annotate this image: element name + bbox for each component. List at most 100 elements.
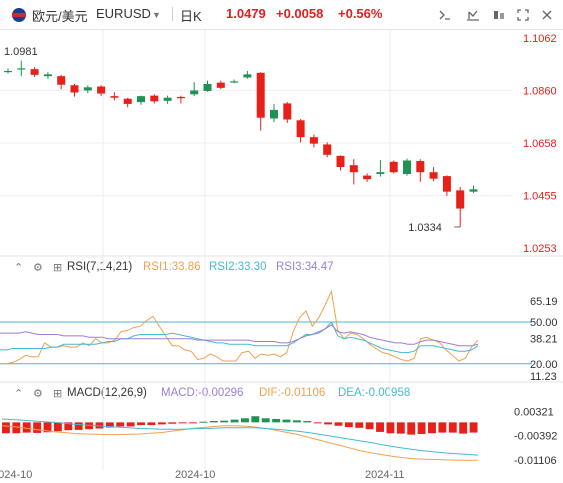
candle-body (30, 69, 39, 75)
macd-tick-label: 0.00321 (514, 406, 554, 418)
low-annotation: 1.0334 (408, 222, 442, 234)
toolbar-divider (172, 7, 173, 21)
candle-body (256, 72, 265, 118)
chevron-up-icon[interactable]: ⌃ (14, 262, 24, 274)
settings-icon[interactable] (491, 7, 507, 23)
macd-histogram-bar (168, 422, 177, 424)
macd-histogram-bar (105, 422, 114, 428)
macd-value: MACD:-0.00296 (161, 387, 244, 399)
rsi-tick-label: 11.23 (530, 371, 557, 383)
macd-histogram-bar (189, 422, 197, 424)
last-price: 1.0479 (226, 6, 266, 21)
indicator-icon[interactable] (437, 7, 453, 23)
macd-histogram-bar (116, 422, 125, 427)
candle-body (190, 90, 199, 95)
macd-histogram-bar (178, 422, 187, 424)
macd-histogram-bar (438, 422, 447, 433)
time-axis-label: 2024-11 (365, 469, 405, 481)
macd-tick-label: -0.00392 (514, 431, 557, 443)
candle-body (416, 161, 425, 173)
macd-histogram-bar (303, 421, 312, 423)
candle-body (469, 189, 478, 192)
price-change: +0.0058 (276, 6, 324, 21)
macd-histogram-bar (2, 422, 10, 434)
candle-body (216, 82, 225, 88)
macd-histogram-bar (85, 422, 94, 430)
candle-body (349, 165, 358, 173)
rsi-header: ⌃ ⚙ ⊞ RSI(7,14,21) RSI1:33.86 RSI2:33.30… (0, 259, 563, 277)
macd-histogram-bar (209, 421, 218, 423)
caret-down-icon[interactable]: ▼ (152, 10, 161, 20)
macd-histogram-bar (95, 422, 104, 429)
candle-body (110, 96, 119, 98)
macd-histogram-bar (459, 422, 468, 434)
rsi-tick-label: 50.00 (530, 317, 558, 329)
macd-histogram-bar (64, 422, 73, 431)
rsi2-value: RSI2:33.30 (209, 261, 267, 273)
macd-histogram-bar (355, 422, 364, 428)
candle-body (17, 68, 26, 70)
candle-body (123, 98, 132, 104)
candle-body (83, 87, 92, 91)
interval-selector[interactable]: 日K (180, 9, 202, 24)
macd-histogram-bar (313, 422, 322, 424)
candle-body (70, 85, 79, 93)
candle-body (309, 137, 318, 144)
candle-body (429, 172, 438, 179)
rsi-series-line (0, 289, 479, 365)
chevron-up-icon[interactable]: ⌃ (14, 388, 24, 400)
candle-body (43, 74, 52, 77)
macd-series-line (1, 418, 479, 456)
price-tick-label: 1.1062 (523, 33, 557, 45)
gear-icon[interactable]: ⚙ (33, 262, 43, 274)
close-icon[interactable] (539, 7, 555, 23)
macd-histogram-bar (33, 422, 42, 433)
macd-histogram-bar (147, 422, 156, 426)
macd-histogram-bar (126, 422, 135, 427)
fullscreen-icon[interactable] (515, 7, 531, 23)
high-annotation: 1.0981 (4, 46, 38, 58)
price-change-pct: +0.56% (338, 6, 383, 21)
macd-histogram-bar (282, 419, 291, 423)
macd-histogram-bar (199, 421, 208, 423)
macd-histogram-bar (53, 422, 62, 432)
macd-histogram-bar (376, 422, 384, 432)
candle-body (389, 161, 398, 173)
rsi-tick-label: 20.00 (530, 359, 558, 371)
price-tick-label: 1.0860 (523, 85, 557, 97)
macd-histogram-bar (428, 422, 436, 434)
macd-histogram-bar (386, 422, 395, 434)
macd-histogram-bar (272, 418, 281, 423)
candle-body (97, 86, 106, 94)
macd-histogram-bar (407, 422, 416, 435)
candle-body (243, 74, 252, 78)
macd-histogram-bar (324, 422, 333, 425)
macd-histogram-bar (220, 420, 229, 423)
macd-histogram-bar (22, 422, 31, 433)
macd-histogram-bar (230, 419, 239, 423)
candle-body (57, 76, 66, 85)
draw-icon[interactable] (465, 7, 481, 23)
rsi-series-line (0, 321, 479, 354)
macd-histogram-bar (251, 416, 260, 423)
candle-body (4, 70, 12, 73)
macd-histogram-bar (74, 422, 83, 430)
time-axis-label: 2024-10 (175, 469, 215, 481)
candle-body (376, 172, 385, 175)
macd-histogram-bar (344, 422, 353, 428)
candle-body (230, 81, 239, 83)
macd-histogram-bar (292, 420, 301, 423)
macd-histogram-bar (12, 422, 21, 434)
symbol-selector[interactable]: EURUSD (96, 6, 151, 21)
expand-icon[interactable]: ⊞ (53, 388, 63, 400)
candle-body (203, 83, 212, 91)
candle-body (336, 155, 345, 168)
gear-icon[interactable]: ⚙ (33, 388, 43, 400)
macd-histogram-bar (157, 422, 166, 425)
macd-histogram-bar (417, 422, 426, 434)
macd-histogram-bar (365, 422, 374, 430)
rsi-label: RSI(7,14,21) (67, 261, 133, 273)
candle-body (296, 120, 305, 138)
expand-icon[interactable]: ⊞ (53, 262, 63, 274)
